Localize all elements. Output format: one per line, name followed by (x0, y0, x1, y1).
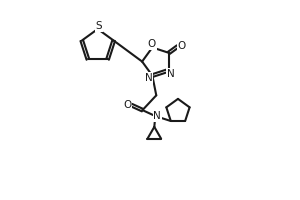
Text: N: N (145, 73, 153, 83)
Text: O: O (123, 100, 131, 110)
Text: S: S (95, 21, 102, 31)
Text: O: O (148, 39, 156, 49)
Text: N: N (167, 69, 174, 79)
Text: N: N (153, 111, 161, 121)
Text: O: O (178, 41, 186, 51)
